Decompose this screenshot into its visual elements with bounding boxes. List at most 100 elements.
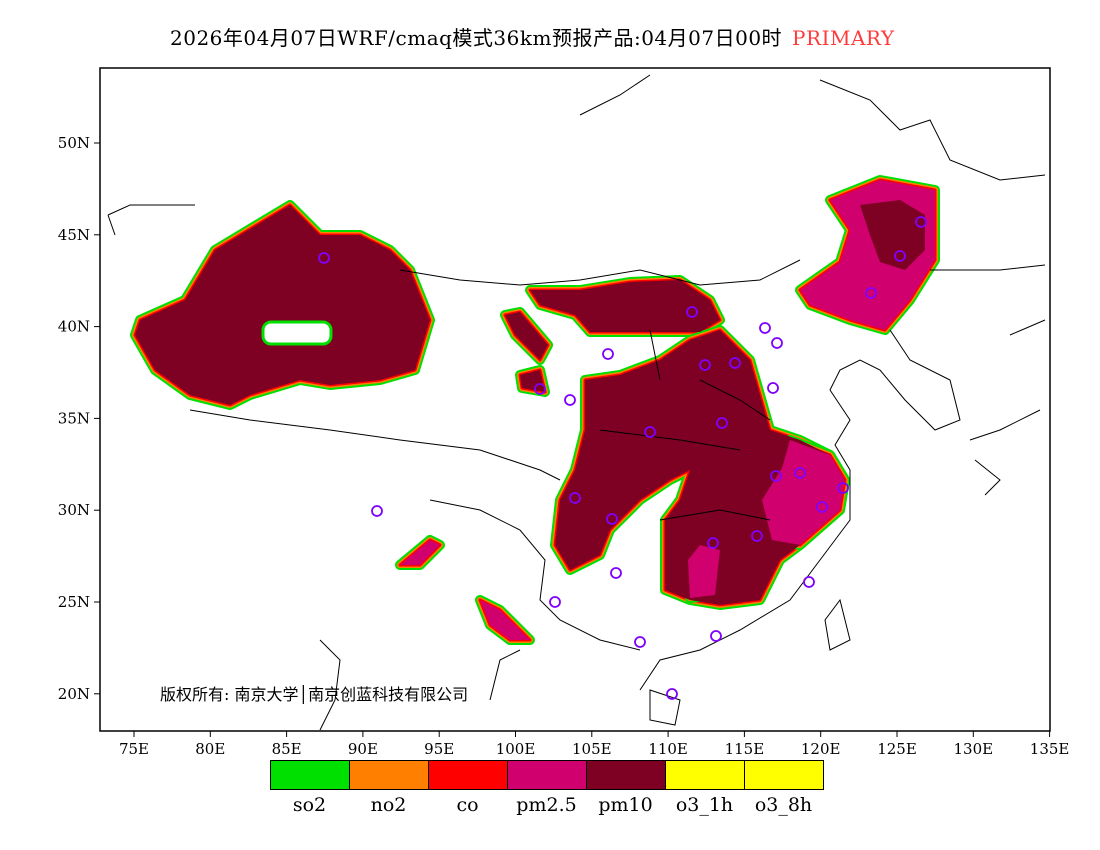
station-marker xyxy=(894,250,906,262)
border-line xyxy=(639,329,961,691)
border-line xyxy=(824,598,851,651)
station-marker xyxy=(767,382,779,394)
lon-tick-label: 125E xyxy=(877,740,917,758)
borders xyxy=(107,74,1046,731)
pm10-xinjiang xyxy=(135,205,430,405)
station-marker xyxy=(318,252,330,264)
pm25-tibet xyxy=(400,540,440,565)
station-marker xyxy=(606,513,618,525)
border-line xyxy=(969,409,1041,496)
lat-tick-label: 35N xyxy=(58,409,90,427)
border-line xyxy=(819,79,1046,181)
station-marker xyxy=(771,337,783,349)
border-line xyxy=(579,74,651,116)
product-label: PRIMARY xyxy=(792,26,895,50)
legend-label: o3_8h xyxy=(754,794,813,816)
station-marker xyxy=(837,482,849,494)
station-marker xyxy=(610,567,622,579)
station-marker xyxy=(816,501,828,513)
pm10-qinghai xyxy=(520,370,545,392)
legend-label: o3_1h xyxy=(675,794,734,816)
station-marker xyxy=(666,688,678,700)
legend-label: no2 xyxy=(370,794,407,816)
legend-swatch-pm2.5 xyxy=(507,760,587,790)
clean-hole-tarim xyxy=(261,320,333,346)
legend-label: pm2.5 xyxy=(516,794,577,816)
station-marker xyxy=(644,426,656,438)
station-marker xyxy=(803,576,815,588)
station-marker xyxy=(759,322,771,334)
lat-tick-label: 30N xyxy=(58,501,90,519)
legend-swatch-so2 xyxy=(270,760,350,790)
lon-tick-label: 80E xyxy=(195,740,225,758)
lat-tick-label: 50N xyxy=(58,134,90,152)
station-marker xyxy=(710,630,722,642)
lon-tick-label: 120E xyxy=(801,740,841,758)
border-line xyxy=(599,329,771,521)
pm10-northeast-core xyxy=(860,200,925,270)
lat-tick-label: 25N xyxy=(58,593,90,611)
station-marker xyxy=(751,530,763,542)
legend-label: so2 xyxy=(292,794,327,816)
border-line xyxy=(189,409,561,481)
lat-tick-label: 20N xyxy=(58,685,90,703)
pm25-east-china xyxy=(762,440,845,545)
station-marker xyxy=(569,492,581,504)
legend-swatch-pm10 xyxy=(586,760,666,790)
lon-tick-label: 100E xyxy=(496,740,536,758)
border-line xyxy=(429,499,641,651)
legend-swatch-o3_8h xyxy=(744,760,824,790)
axis-ticks: 75E 80E 85E 90E 95E 100E 105E 110E 115E 120E 125E 1… xyxy=(58,134,1070,758)
figure-title: 2026年04月07日WRF/cmaq模式36km预报产品:04月07日00时 P… xyxy=(170,22,895,51)
station-marker xyxy=(707,537,719,549)
pm25-hunan xyxy=(688,545,720,598)
station-marker xyxy=(770,470,782,482)
lon-tick-label: 95E xyxy=(424,740,454,758)
title-text: 2026年04月07日WRF/cmaq模式36km预报产品:04月07日00时 xyxy=(170,26,783,50)
pm10-inner-mongolia xyxy=(530,280,720,332)
pm10-gansu xyxy=(505,312,548,360)
lon-tick-label: 75E xyxy=(119,740,149,758)
legend-label: co xyxy=(456,794,479,816)
station-marker xyxy=(602,348,614,360)
lon-tick-label: 130E xyxy=(954,740,994,758)
lon-tick-label: 105E xyxy=(572,740,612,758)
copyright-text: 版权所有: 南京大学│南京创蓝科技有限公司 xyxy=(160,685,469,704)
station-marker xyxy=(865,287,877,299)
lon-tick-label: 135E xyxy=(1030,740,1070,758)
station-marker xyxy=(794,467,806,479)
station-marker xyxy=(534,383,546,395)
border-line xyxy=(399,259,801,286)
station-marker xyxy=(549,596,561,608)
station-marker xyxy=(729,357,741,369)
pollution-regions xyxy=(130,175,940,645)
lon-tick-label: 85E xyxy=(272,740,302,758)
border-line xyxy=(319,639,521,731)
station-marker xyxy=(564,394,576,406)
legend-swatch-no2 xyxy=(349,760,429,790)
border-line xyxy=(649,689,681,726)
lon-tick-label: 90E xyxy=(348,740,378,758)
lat-tick-label: 45N xyxy=(58,226,90,244)
station-marker xyxy=(371,505,383,517)
legend-labels: so2 no2 co pm2.5 pm10 o3_1h o3_8h xyxy=(270,794,823,816)
station-marker xyxy=(716,417,728,429)
border-line xyxy=(107,204,195,236)
station-marker xyxy=(634,636,646,648)
lat-tick-label: 40N xyxy=(58,318,90,336)
lon-tick-label: 115E xyxy=(725,740,765,758)
legend-swatch-o3_1h xyxy=(665,760,745,790)
stations xyxy=(318,216,927,700)
station-marker xyxy=(699,359,711,371)
lon-tick-label: 110E xyxy=(648,740,688,758)
station-marker xyxy=(915,216,927,228)
pm25-yunnan xyxy=(480,600,530,640)
legend-label: pm10 xyxy=(598,794,653,816)
plot-frame xyxy=(99,67,1051,732)
legend xyxy=(270,760,824,790)
border-line xyxy=(930,264,1046,336)
station-marker xyxy=(686,306,698,318)
legend-swatch-co xyxy=(428,760,508,790)
